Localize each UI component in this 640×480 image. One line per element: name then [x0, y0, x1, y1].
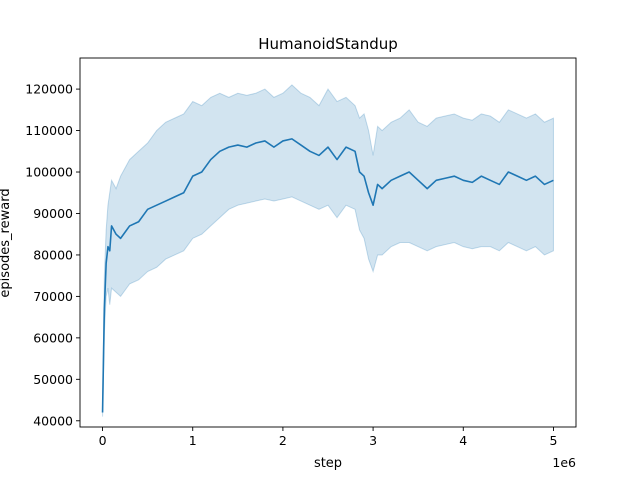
y-tick-label: 70000: [33, 289, 73, 304]
y-tick-label: 60000: [33, 330, 73, 345]
y-tick-label: 90000: [33, 206, 73, 221]
x-tick-label: 4: [459, 433, 467, 448]
series-0-confidence-band: [102, 84, 554, 417]
y-tick-label: 100000: [25, 165, 73, 180]
y-tick-label: 110000: [25, 123, 73, 138]
axes-layer: 0 1 2 3 4 5 40000 50000 60000 70000 80000 90000 1000…: [25, 57, 577, 448]
axes-frame: [79, 57, 577, 428]
series-0-line: [101, 138, 554, 413]
x-tick-label: 2: [279, 433, 287, 448]
y-tick-label: 120000: [25, 82, 73, 97]
y-tick-label: 50000: [33, 372, 73, 387]
chart-title: HumanoidStandup: [258, 35, 398, 53]
y-axis-label: episodes_reward: [0, 188, 13, 297]
x-axis-label: step: [314, 456, 342, 471]
x-axis-offset-label: 1e6: [552, 455, 576, 470]
x-tick-label: 3: [369, 433, 377, 448]
y-tick-label: 40000: [33, 413, 73, 428]
y-tick-label: 80000: [33, 247, 73, 262]
x-tick-label: 5: [549, 433, 557, 448]
x-tick-label: 0: [99, 433, 107, 448]
plot-layer: [101, 84, 554, 417]
x-tick-label: 1: [189, 433, 197, 448]
